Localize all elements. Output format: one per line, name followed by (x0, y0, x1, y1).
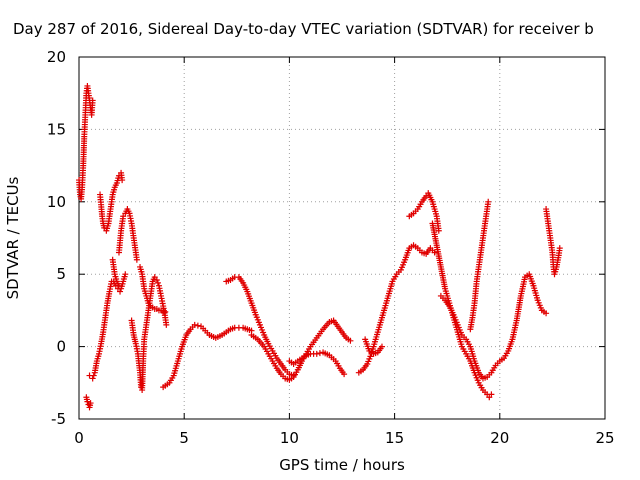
data-point (163, 321, 170, 328)
y-axis: -5 0 5 10 15 20 (47, 48, 605, 428)
y-tick-label: 20 (47, 48, 66, 66)
series-dip-a (83, 394, 94, 411)
data-point (556, 245, 563, 252)
x-tick-label: 10 (280, 429, 299, 447)
x-axis: 0 5 10 15 20 25 (74, 57, 615, 447)
data-point (133, 256, 140, 263)
data-point (84, 398, 91, 405)
data-point (485, 198, 492, 205)
x-tick-label: 0 (74, 429, 84, 447)
data-point (162, 308, 169, 315)
data-point (313, 350, 320, 357)
chart-title: Day 287 of 2016, Sidereal Day-to-day VTE… (13, 20, 594, 38)
plot-frame (78, 56, 606, 420)
series-tail-i (437, 271, 550, 382)
series-long-4 (286, 349, 348, 378)
series-long-5 (355, 242, 438, 376)
data-point (122, 271, 129, 278)
x-axis-label: GPS time / hours (279, 456, 405, 474)
data-point (194, 322, 201, 329)
data-point (89, 375, 96, 382)
data-point (89, 97, 96, 104)
series-early-spike (76, 82, 96, 202)
series-peak-g (406, 190, 442, 234)
series-end-k (543, 206, 563, 278)
data-point (90, 372, 97, 379)
x-tick-label: 15 (385, 429, 404, 447)
data-point (341, 371, 348, 378)
series-tail-h (429, 220, 495, 401)
data-point (316, 350, 323, 357)
series-mid-peak (97, 169, 126, 234)
data-point (153, 276, 160, 283)
x-tick-label: 20 (490, 429, 509, 447)
series-cluster-e (137, 263, 169, 315)
series-long-2 (223, 274, 297, 379)
series-long-1 (160, 321, 255, 391)
series-peak-b (115, 206, 140, 263)
y-tick-label: -5 (51, 410, 66, 428)
series-long-3 (248, 317, 354, 383)
data-point (119, 177, 126, 184)
grid-layer (79, 57, 605, 419)
data-point (87, 400, 94, 407)
data-point (543, 310, 550, 317)
data-point (435, 227, 442, 234)
y-tick-label: 0 (56, 338, 66, 356)
data-point (488, 391, 495, 398)
data-point (191, 321, 198, 328)
x-tick-label: 5 (179, 429, 189, 447)
y-tick-label: 10 (47, 193, 66, 211)
series-branch-f (362, 336, 385, 357)
series-spike-j (467, 198, 492, 333)
series-branch-c (109, 256, 129, 292)
data-point (431, 249, 438, 256)
y-tick-label: 15 (47, 120, 66, 138)
data-point (378, 343, 385, 350)
data-point (347, 337, 354, 344)
y-axis-label: SDTVAR / TECUs (4, 176, 22, 299)
data-markers (76, 82, 563, 411)
x-tick-label: 25 (595, 429, 614, 447)
series-cluster-d (128, 274, 170, 394)
series-rise-a (86, 278, 124, 382)
data-point (154, 279, 161, 286)
y-tick-label: 5 (56, 265, 66, 283)
data-point (117, 288, 124, 295)
